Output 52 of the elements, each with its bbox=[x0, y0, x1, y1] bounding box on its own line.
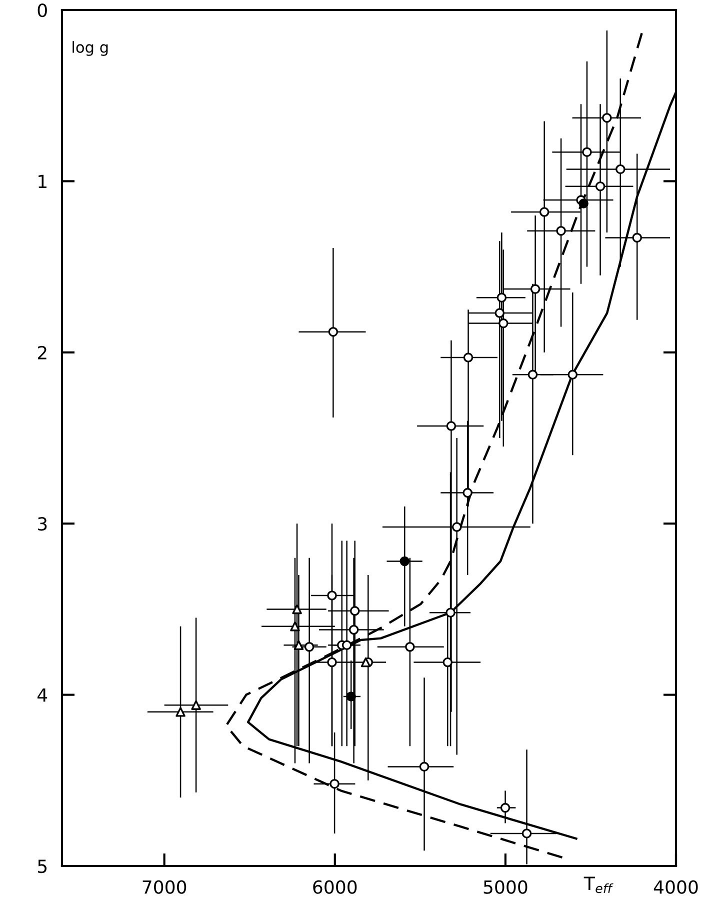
point bbox=[463, 352, 474, 362]
point bbox=[582, 147, 592, 157]
point bbox=[400, 556, 410, 566]
point bbox=[346, 692, 356, 702]
x-tick-label: 7000 bbox=[142, 880, 186, 894]
point bbox=[327, 590, 337, 600]
x-tick-label: 6000 bbox=[313, 880, 357, 894]
point bbox=[405, 642, 415, 652]
x-axis-title: T$_{eff}$ bbox=[584, 876, 614, 894]
y-tick-label: 5 bbox=[38, 860, 47, 874]
point bbox=[632, 232, 642, 243]
y-tick-label: 4 bbox=[38, 688, 48, 702]
point bbox=[522, 828, 532, 838]
y-tick-label: 3 bbox=[38, 517, 47, 531]
point bbox=[602, 112, 612, 123]
y-tick-label: 0 bbox=[38, 3, 47, 18]
point bbox=[304, 642, 314, 652]
point bbox=[496, 292, 507, 302]
point bbox=[350, 606, 360, 616]
point bbox=[328, 326, 338, 337]
point bbox=[556, 226, 566, 236]
point bbox=[292, 604, 302, 614]
point bbox=[528, 370, 538, 380]
point bbox=[342, 640, 352, 650]
y-tick-label: 1 bbox=[38, 174, 46, 188]
point bbox=[578, 198, 588, 208]
x-tick-label: 5000 bbox=[484, 880, 528, 894]
point bbox=[446, 608, 456, 618]
point bbox=[539, 207, 550, 217]
point bbox=[330, 778, 340, 789]
point bbox=[568, 370, 578, 380]
point bbox=[500, 802, 510, 813]
point bbox=[327, 657, 337, 668]
point bbox=[595, 181, 606, 192]
point bbox=[419, 762, 430, 772]
point bbox=[462, 488, 472, 498]
point bbox=[616, 164, 626, 174]
point bbox=[530, 284, 540, 294]
y-axis-title: log g bbox=[72, 41, 108, 56]
point bbox=[176, 707, 186, 717]
point bbox=[442, 657, 453, 668]
x-tick-label: 4000 bbox=[654, 880, 698, 894]
y-tick-label: 2 bbox=[38, 346, 46, 360]
point bbox=[494, 308, 505, 318]
point bbox=[446, 421, 456, 431]
point bbox=[294, 640, 304, 650]
point bbox=[348, 624, 359, 635]
point bbox=[498, 318, 508, 328]
point bbox=[360, 657, 371, 668]
point bbox=[452, 522, 462, 532]
point bbox=[290, 621, 300, 632]
point bbox=[191, 700, 201, 710]
